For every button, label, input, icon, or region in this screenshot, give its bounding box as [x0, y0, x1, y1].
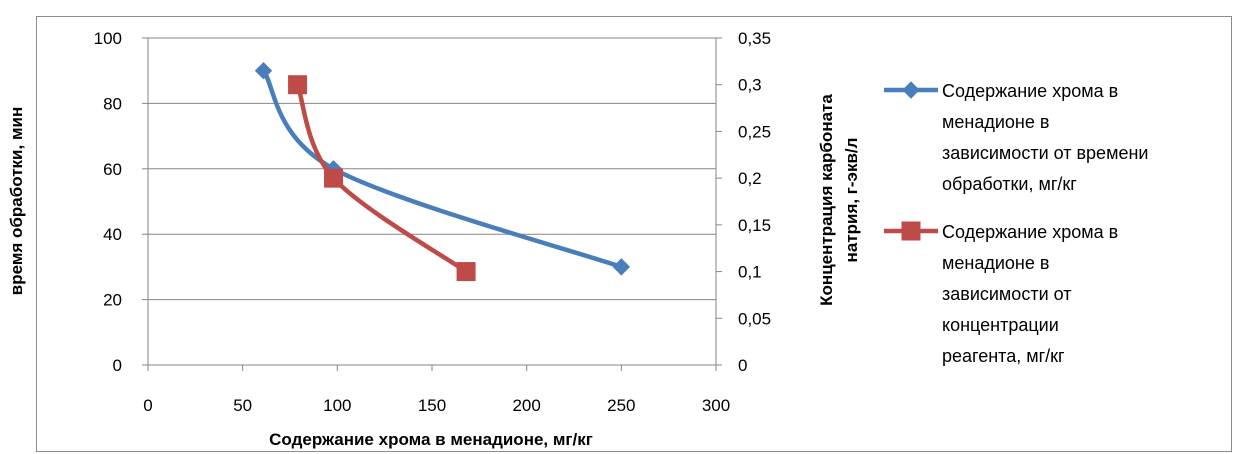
y-axis-right-title-line-2: натрия, г-экв/л: [842, 138, 861, 263]
x-tick-label: 250: [607, 396, 635, 415]
x-tick-label: 300: [702, 396, 730, 415]
y-right-tick-label: 0,25: [738, 122, 771, 141]
x-axis-title: Содержание хрома в менадионе, мг/кг: [269, 430, 593, 449]
y-right-tick-label: 0,3: [738, 76, 762, 95]
legend-label: зависимости от: [942, 284, 1071, 304]
axes: [142, 37, 722, 371]
x-tick-label: 50: [233, 396, 252, 415]
data-point: [288, 75, 308, 95]
y-left-tick-label: 60: [103, 160, 122, 179]
legend-label: менадионе в: [942, 112, 1049, 132]
legend-marker: [901, 221, 921, 241]
data-point: [456, 262, 476, 282]
y-right-tick-label: 0,1: [738, 263, 762, 282]
chart-frame: [36, 16, 1232, 452]
series-line: [261, 68, 624, 270]
legend-label: Содержание хрома в: [942, 222, 1118, 242]
legend-label: зависимости от времени: [942, 143, 1148, 163]
legend-label: концентрации: [942, 315, 1059, 335]
y-axis-right-title-line-1: Концентрация карбоната: [817, 94, 836, 306]
y-left-tick-label: 0: [113, 356, 122, 375]
data-point: [254, 61, 273, 80]
x-tick-label: 0: [143, 396, 152, 415]
data-point: [612, 258, 631, 276]
x-tick-label: 200: [512, 396, 540, 415]
grid-lines: [148, 37, 716, 366]
legend-item-2: Содержание хрома в менадионе в зависимости…: [884, 221, 1118, 366]
y-right-tick-label: 0: [738, 356, 747, 375]
data-point: [324, 168, 344, 188]
y-right-tick-label: 0,35: [738, 29, 771, 48]
y-left-tick-label: 20: [103, 291, 122, 310]
legend-label: Содержание хрома в: [942, 81, 1118, 101]
y-right-tick-label: 0,05: [738, 309, 771, 328]
y-right-tick-label: 0,15: [738, 216, 771, 235]
y-left-tick-label: 100: [94, 29, 122, 48]
x-tick-label: 150: [418, 396, 446, 415]
legend-label: менадионе в: [942, 253, 1049, 273]
legend-marker: [902, 81, 920, 99]
y-left-tick-label: 80: [103, 94, 122, 113]
x-tick-label: 100: [323, 396, 351, 415]
series-line: [295, 82, 469, 274]
y-right-tick-label: 0,2: [738, 169, 762, 188]
series-2: [288, 75, 476, 282]
y-axis-left-title: время обработки, мин: [7, 107, 26, 296]
y-left-tick-label: 40: [103, 225, 122, 244]
legend: Содержание хрома в менадионе в зависимости…: [884, 81, 1148, 366]
legend-label: обработки, мг/кг: [942, 174, 1077, 194]
legend-label: реагента, мг/кг: [942, 346, 1065, 366]
legend-item-1: Содержание хрома в менадионе в зависимости…: [884, 81, 1148, 194]
tick-labels: 0 50 100 150 200 250 300 0 20 40 60 80 100 0 0,05 0,1 0,…: [94, 29, 771, 415]
series-layer: [254, 61, 631, 282]
